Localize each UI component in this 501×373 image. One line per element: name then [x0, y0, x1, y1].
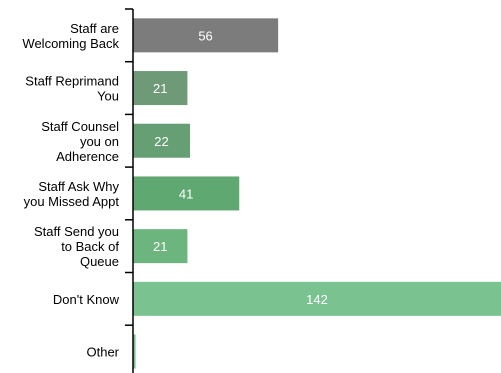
category-label-5: Staff Send you to Back of Queue — [34, 224, 119, 269]
bars-group — [133, 18, 501, 369]
category-labels: Staff are Welcoming Back Staff Reprimand Yo… — [22, 21, 119, 360]
value-label-5: 21 — [153, 239, 167, 254]
bar-3 — [133, 123, 191, 158]
bar-1 — [133, 18, 279, 53]
bar-4 — [133, 176, 240, 211]
value-label-3: 22 — [154, 134, 168, 149]
category-label-7: Other — [86, 345, 119, 360]
y-axis — [125, 8, 134, 373]
value-label-4: 41 — [179, 186, 193, 201]
value-labels: 56 21 22 41 21 142 — [153, 28, 328, 307]
value-label-6: 142 — [306, 292, 328, 307]
category-label-1: Staff are Welcoming Back — [22, 21, 119, 51]
value-label-1: 56 — [198, 28, 212, 43]
bar-6 — [133, 281, 501, 316]
value-label-2: 21 — [153, 81, 167, 96]
category-label-4: Staff Ask Why you Missed Appt — [24, 179, 120, 209]
bar-2 — [133, 71, 188, 106]
bar-5 — [133, 229, 188, 264]
category-label-3: Staff Counsel you on Adherence — [41, 119, 119, 164]
category-label-2: Staff Reprimand You — [25, 74, 119, 104]
bar-7 — [133, 334, 136, 369]
category-label-6: Don't Know — [53, 292, 120, 307]
